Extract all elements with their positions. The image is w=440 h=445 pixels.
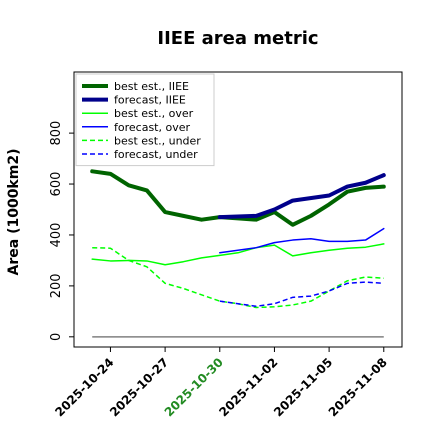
series-line-5 [219, 281, 384, 308]
chart-title: IIEE area metric [157, 28, 318, 49]
legend-label: forecast, over [114, 121, 190, 134]
y-tick-label: 0 [49, 333, 64, 341]
legend-label: forecast, under [114, 148, 198, 161]
y-tick-label: 400 [49, 223, 64, 248]
legend-box [75, 73, 215, 167]
legend-label: best est., under [114, 134, 201, 147]
series-line-2 [91, 243, 385, 266]
plot-frame [73, 71, 403, 348]
plot-area [90, 169, 386, 338]
legend-label: best est., over [114, 107, 194, 120]
legend-label: best est., IIEE [114, 80, 189, 93]
series-line-1 [217, 173, 386, 220]
y-axis-label: Area (1000km2) [6, 149, 22, 276]
y-tick-label: 800 [49, 121, 64, 146]
y-tick-label: 200 [49, 273, 64, 298]
series-line-3 [219, 227, 385, 254]
y-tick-label: 600 [49, 172, 64, 197]
legend-label: forecast, IIEE [114, 94, 186, 107]
